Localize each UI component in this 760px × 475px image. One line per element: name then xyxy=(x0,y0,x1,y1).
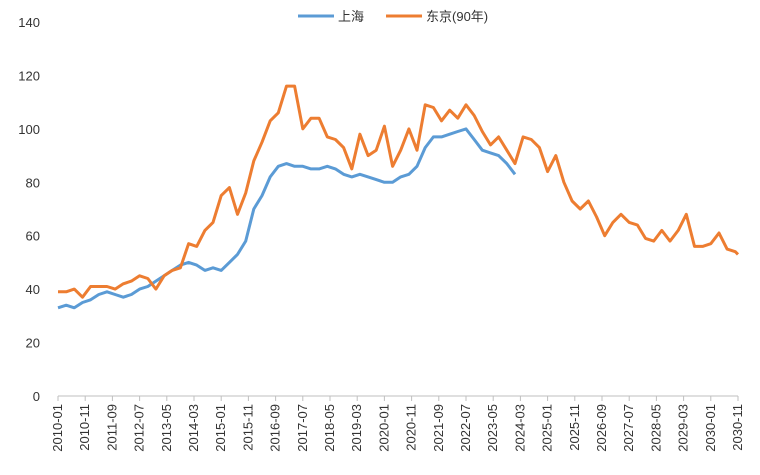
x-tick-label: 2018-05 xyxy=(322,404,337,452)
x-tick-label: 2013-05 xyxy=(159,404,174,452)
x-tick-label: 2014-03 xyxy=(186,404,201,452)
x-tick-label: 2029-03 xyxy=(676,404,691,452)
x-tick-label: 2028-05 xyxy=(648,404,663,452)
x-tick-label: 2017-07 xyxy=(295,404,310,452)
x-tick-label: 2015-01 xyxy=(213,404,228,452)
x-tick-label: 2011-09 xyxy=(104,404,119,451)
x-tick-label: 2030-01 xyxy=(703,404,718,452)
x-tick-label: 2016-09 xyxy=(268,404,283,452)
legend-label: 上海 xyxy=(338,9,364,24)
x-tick-label: 2012-07 xyxy=(132,404,147,452)
y-tick-label: 140 xyxy=(18,15,40,30)
series-line xyxy=(57,127,517,310)
x-tick-label: 2027-07 xyxy=(621,404,636,452)
x-tick-label: 2026-09 xyxy=(594,404,609,452)
x-tick-label: 2020-01 xyxy=(376,404,391,452)
y-tick-label: 20 xyxy=(26,336,40,351)
x-tick-label: 2010-01 xyxy=(50,404,65,452)
y-tick-label: 80 xyxy=(26,175,40,190)
y-tick-label: 60 xyxy=(26,229,40,244)
x-tick-label: 2021-09 xyxy=(431,404,446,452)
x-tick-label: 2019-03 xyxy=(349,404,364,452)
x-tick-label: 2010-11 xyxy=(77,404,92,451)
x-tick-label: 2022-07 xyxy=(458,404,473,452)
x-tick-label: 2023-05 xyxy=(485,404,500,452)
y-tick-label: 120 xyxy=(18,68,40,83)
y-tick-label: 100 xyxy=(18,122,40,137)
y-tick-label: 0 xyxy=(33,389,40,404)
x-tick-label: 2025-01 xyxy=(540,404,555,452)
legend-label: 东京(90年) xyxy=(426,9,488,24)
x-tick-label: 2020-11 xyxy=(404,404,419,451)
x-tick-label: 2025-11 xyxy=(567,404,582,451)
series-line xyxy=(58,84,740,299)
x-tick-label: 2024-03 xyxy=(512,404,527,452)
y-tick-label: 40 xyxy=(26,282,40,297)
x-tick-label: 2030-11 xyxy=(730,404,745,451)
x-tick-label: 2015-11 xyxy=(240,404,255,451)
